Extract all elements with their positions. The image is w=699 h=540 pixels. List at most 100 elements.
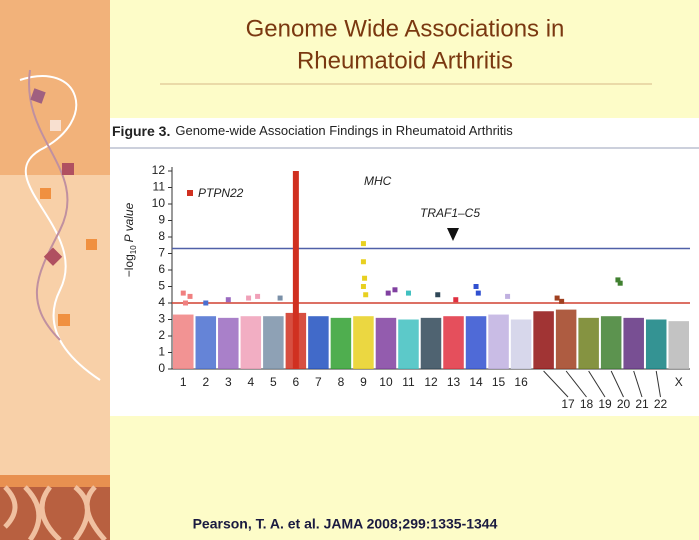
chromosome-cloud xyxy=(173,314,194,369)
x-tick-label: 11 xyxy=(402,375,415,389)
chromosome-cloud xyxy=(668,321,689,369)
leader-line xyxy=(655,370,661,398)
x-tick-label: 17 xyxy=(561,397,575,411)
legend-swatch xyxy=(187,190,193,196)
hit-point xyxy=(385,290,391,296)
chromosome-cloud xyxy=(533,311,554,369)
y-tick-label: 6 xyxy=(158,262,165,276)
hit-point xyxy=(362,275,368,281)
leader-line xyxy=(633,370,643,398)
x-tick-label: 3 xyxy=(225,375,232,389)
hit-point xyxy=(363,292,369,298)
hit-point xyxy=(475,290,481,296)
chromosome-cloud xyxy=(263,316,284,369)
y-axis-label: −log10 P value xyxy=(122,202,138,277)
hit-point xyxy=(392,287,398,293)
hit-point xyxy=(617,280,623,286)
hit-point xyxy=(360,259,366,265)
y-tick-label: 10 xyxy=(152,196,166,210)
y-tick-label: 1 xyxy=(158,345,165,359)
x-tick-label: 13 xyxy=(447,375,461,389)
annotation: TRAF1–C5 xyxy=(420,206,480,220)
hit-point xyxy=(505,293,511,299)
hit-point xyxy=(203,300,209,306)
chromosome-cloud xyxy=(308,316,329,369)
hit-point xyxy=(360,284,366,289)
chromosome-cloud xyxy=(465,316,487,369)
chromosome-cloud xyxy=(353,316,374,369)
y-tick-label: 2 xyxy=(158,328,165,342)
figure-panel xyxy=(110,118,699,416)
hit-point xyxy=(246,295,252,301)
chromosome-cloud xyxy=(240,316,262,369)
hit-point xyxy=(473,284,479,289)
x-tick-label: 10 xyxy=(379,375,393,389)
chromosome-cloud xyxy=(555,309,577,369)
chromosome-cloud xyxy=(510,319,532,369)
slide-title: Genome Wide Associations in xyxy=(246,15,565,42)
chromosome-cloud xyxy=(600,316,622,369)
chromosome-cloud xyxy=(398,319,419,369)
figure-label: Figure 3. xyxy=(112,123,170,139)
x-tick-label: 15 xyxy=(492,375,506,389)
y-tick-label: 0 xyxy=(158,361,165,375)
x-tick-label: 1 xyxy=(180,375,187,389)
chromosome-cloud xyxy=(443,316,464,369)
y-tick-label: 7 xyxy=(158,246,165,260)
x-tick-label: 5 xyxy=(270,375,277,389)
x-tick-label: 12 xyxy=(424,375,438,389)
chromosome-cloud xyxy=(420,317,442,369)
x-tick-label: 18 xyxy=(580,397,594,411)
y-tick-label: 4 xyxy=(158,295,165,309)
chromosome-cloud xyxy=(330,317,352,369)
chromosome-cloud xyxy=(195,316,217,369)
hit-point xyxy=(277,295,283,301)
y-label-part: −log xyxy=(122,254,136,277)
leader-line xyxy=(588,370,606,398)
hit-point xyxy=(180,290,186,296)
y-tick-label: 5 xyxy=(158,279,165,293)
y-label-sub: 10 xyxy=(129,245,138,254)
chromosome-cloud xyxy=(645,319,667,369)
x-tick-label: 19 xyxy=(598,397,612,411)
figure-title-text: Genome-wide Association Findings in Rheu… xyxy=(175,123,513,138)
y-tick-label: 12 xyxy=(152,163,166,177)
chromosome-cloud xyxy=(218,317,239,369)
decor-panel xyxy=(0,0,110,540)
leader-line xyxy=(610,370,624,398)
x-tick-label: X xyxy=(675,375,683,389)
y-tick-label: 8 xyxy=(158,229,165,243)
hit-point xyxy=(554,295,560,301)
x-tick-label: 22 xyxy=(654,397,668,411)
y-label-part: P value xyxy=(122,202,136,242)
figure-title: Figure 3. Genome-wide Association Finding… xyxy=(112,123,513,139)
hit-point xyxy=(255,293,261,299)
peak xyxy=(292,171,299,369)
hit-point xyxy=(405,290,411,296)
hit-point xyxy=(615,277,621,283)
chromosome-cloud xyxy=(623,317,644,369)
y-tick-label: 3 xyxy=(158,312,165,326)
x-tick-label: 21 xyxy=(635,397,649,411)
arrow xyxy=(447,228,459,241)
chromosome-cloud xyxy=(375,317,397,369)
annotation: MHC xyxy=(364,174,392,188)
x-tick-label: 6 xyxy=(293,375,300,389)
citation: Pearson, T. A. et al. JAMA 2008;299:1335… xyxy=(193,516,498,532)
leader-line xyxy=(565,370,587,398)
y-tick-label: 9 xyxy=(158,213,165,227)
hit-point xyxy=(225,297,231,303)
x-tick-label: 2 xyxy=(202,375,209,389)
chromosome-cloud xyxy=(578,317,599,369)
chromosome-cloud xyxy=(488,314,509,369)
annotation: PTPN22 xyxy=(198,186,244,200)
y-tick-label: 11 xyxy=(153,180,166,194)
x-tick-label: 4 xyxy=(247,375,254,389)
hit-point xyxy=(453,297,459,303)
x-tick-label: 16 xyxy=(514,375,528,389)
hit-point xyxy=(559,298,565,304)
slide-title: Rheumatoid Arthritis xyxy=(297,47,513,74)
leader-line xyxy=(543,370,569,398)
x-tick-label: 20 xyxy=(617,397,631,411)
